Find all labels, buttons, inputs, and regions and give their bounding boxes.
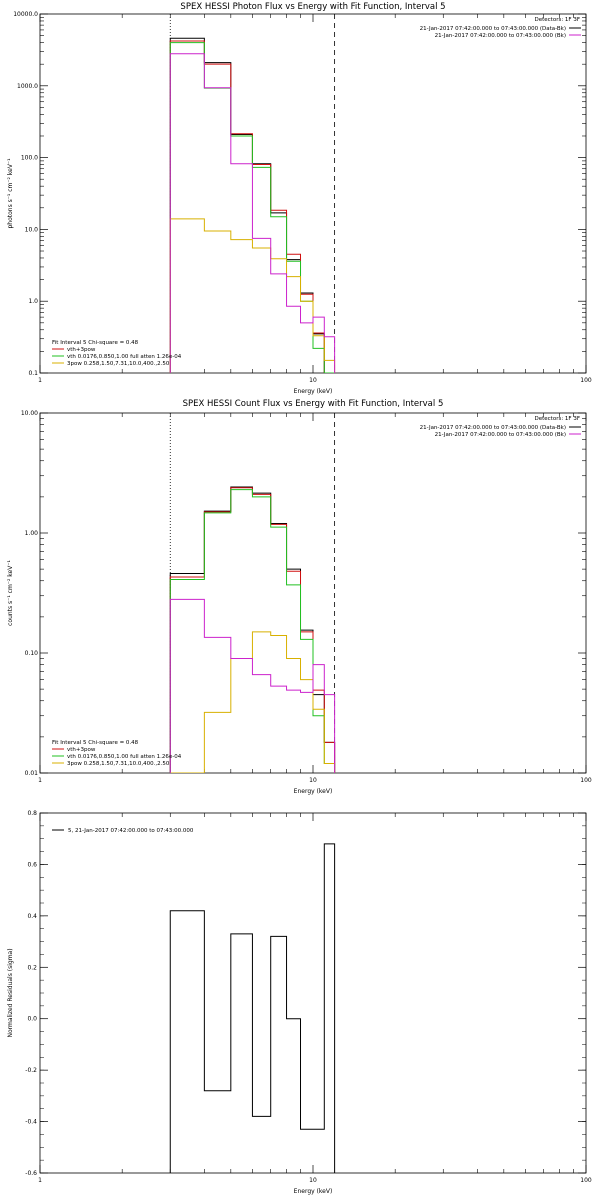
legend-label: vth+3pow [67, 347, 96, 353]
y-axis-label: Normalized Residuals (sigma) [7, 948, 14, 1037]
detectors-label: Detectors: 1F 3F [534, 17, 580, 23]
fit-interval-label: Fit Interval 5 Chi-square = 0.48 [52, 740, 139, 746]
series-line [169, 489, 336, 773]
y-tick-label: 0.6 [27, 861, 37, 868]
x-tick-label: 100 [580, 777, 592, 784]
y-axis-label: counts s⁻¹ cm⁻² keV⁻¹ [7, 560, 14, 626]
chart-title: SPEX HESSI Count Flux vs Energy with Fit… [183, 399, 444, 409]
y-tick-label: -0.2 [25, 1067, 37, 1074]
series-line [169, 487, 336, 773]
chart-panel-2: SPEX HESSI Count Flux vs Energy with Fit… [7, 399, 592, 795]
x-tick-label: 1 [38, 777, 42, 784]
x-tick-label: 1 [38, 1177, 42, 1184]
x-tick-label: 100 [580, 1177, 592, 1184]
legend-label: vth 0.0176,0.850,1.00 full atten 1.26e-0… [67, 354, 182, 360]
y-tick-label: 0.1 [28, 370, 38, 377]
series-group [169, 486, 336, 773]
legend-label: 21-Jan-2017 07:42:00.000 to 07:43:00.000… [420, 425, 566, 431]
y-tick-label: 1000.0 [17, 83, 38, 90]
legend-label: 21-Jan-2017 07:42:00.000 to 07:43:00.000… [435, 432, 566, 438]
y-tick-label: -0.4 [25, 1119, 37, 1126]
y-tick-label: 0.10 [25, 650, 39, 657]
x-axis-label: Energy (keV) [294, 788, 333, 795]
plot-frame [39, 412, 587, 774]
y-tick-label: 100.0 [21, 155, 38, 162]
series-line [169, 218, 336, 373]
y-tick-label: 1.00 [25, 530, 39, 537]
y-tick-label: 1.0 [28, 298, 38, 305]
legend-label: 21-Jan-2017 07:42:00.000 to 07:43:00.000… [420, 26, 566, 32]
legend-label: 3pow 0.258,1.50,7.31,10.0,400.,2.50 [67, 761, 170, 767]
x-axis-label: Energy (keV) [294, 1188, 333, 1195]
chart-panel-1: SPEX HESSI Photon Flux vs Energy with Fi… [7, 2, 592, 395]
x-tick-label: 1 [38, 377, 42, 384]
series-group [169, 843, 336, 1173]
x-tick-label: 100 [580, 377, 592, 384]
x-tick-label: 10 [309, 377, 317, 384]
legend-label: vth+3pow [67, 747, 96, 753]
x-tick-label: 10 [309, 1177, 317, 1184]
y-axis-label: photons s⁻¹ cm⁻² keV⁻¹ [7, 158, 14, 229]
legend-label: 21-Jan-2017 07:42:00.000 to 07:43:00.000… [435, 33, 566, 39]
y-tick-label: 0.0 [27, 1016, 37, 1023]
series-group [169, 37, 336, 373]
x-tick-label: 10 [309, 777, 317, 784]
series-line [169, 486, 336, 773]
chart-title: SPEX HESSI Photon Flux vs Energy with Fi… [180, 2, 445, 12]
x-axis-label: Energy (keV) [294, 388, 333, 395]
series-line [169, 843, 336, 1173]
legend-label: 5, 21-Jan-2017 07:42:00.000 to 07:43:00.… [68, 828, 194, 834]
y-tick-label: 10.00 [21, 410, 38, 417]
fit-interval-label: Fit Interval 5 Chi-square = 0.48 [52, 340, 139, 346]
y-tick-label: 0.01 [25, 770, 39, 777]
y-tick-label: 0.8 [27, 810, 37, 817]
y-tick-label: 0.2 [27, 964, 37, 971]
legend-label: vth 0.0176,0.850,1.00 full atten 1.26e-0… [67, 754, 182, 760]
series-line [169, 598, 336, 773]
y-tick-label: 10.0 [25, 226, 39, 233]
plot-frame [39, 812, 587, 1174]
chart-panel-3: 1 10 100 Energy (keV) -0.6 -0.4 -0.2 0.0 0.2 0.4 0… [7, 810, 592, 1195]
detectors-label: Detectors: 1F 3F [534, 416, 580, 422]
y-tick-label: -0.6 [25, 1170, 37, 1177]
y-tick-label: 10000.0 [13, 11, 38, 18]
y-tick-label: 0.4 [27, 913, 37, 920]
legend-label: 3pow 0.258,1.50,7.31,10.0,400.,2.50 [67, 361, 170, 367]
series-line [170, 631, 336, 773]
series-line [169, 53, 336, 373]
